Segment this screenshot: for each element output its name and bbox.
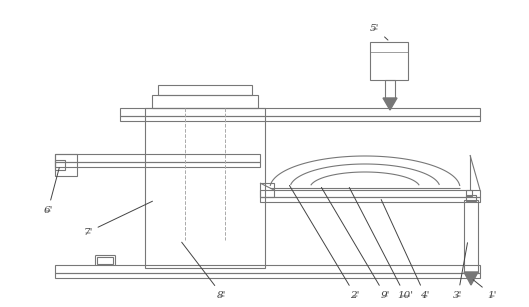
Bar [466, 190, 472, 196]
Bar [260, 197, 480, 202]
Bar [97, 257, 113, 264]
Text: 3': 3' [453, 243, 468, 300]
Text: 2': 2' [289, 185, 360, 300]
Bar [55, 154, 77, 176]
Bar [55, 273, 480, 278]
Polygon shape [464, 272, 478, 285]
Bar [55, 265, 480, 273]
Bar [158, 85, 252, 95]
Bar [145, 108, 265, 268]
Text: 1': 1' [473, 280, 497, 300]
Text: 10': 10' [349, 188, 413, 300]
Bar [55, 154, 260, 162]
Bar [370, 42, 408, 80]
Bar [120, 108, 480, 116]
Bar [260, 190, 480, 197]
Polygon shape [383, 98, 397, 110]
Text: 6': 6' [43, 168, 59, 215]
Text: 9': 9' [322, 187, 390, 300]
Bar [260, 183, 274, 197]
Bar [385, 80, 395, 98]
Text: 5': 5' [370, 24, 388, 40]
Text: 4': 4' [381, 200, 430, 300]
Text: 7': 7' [83, 201, 152, 236]
Bar [152, 95, 258, 108]
Text: 8': 8' [181, 242, 227, 300]
Bar [120, 116, 480, 121]
Bar [55, 160, 65, 170]
Bar [55, 162, 260, 167]
Bar [466, 195, 476, 201]
Bar [464, 200, 478, 272]
